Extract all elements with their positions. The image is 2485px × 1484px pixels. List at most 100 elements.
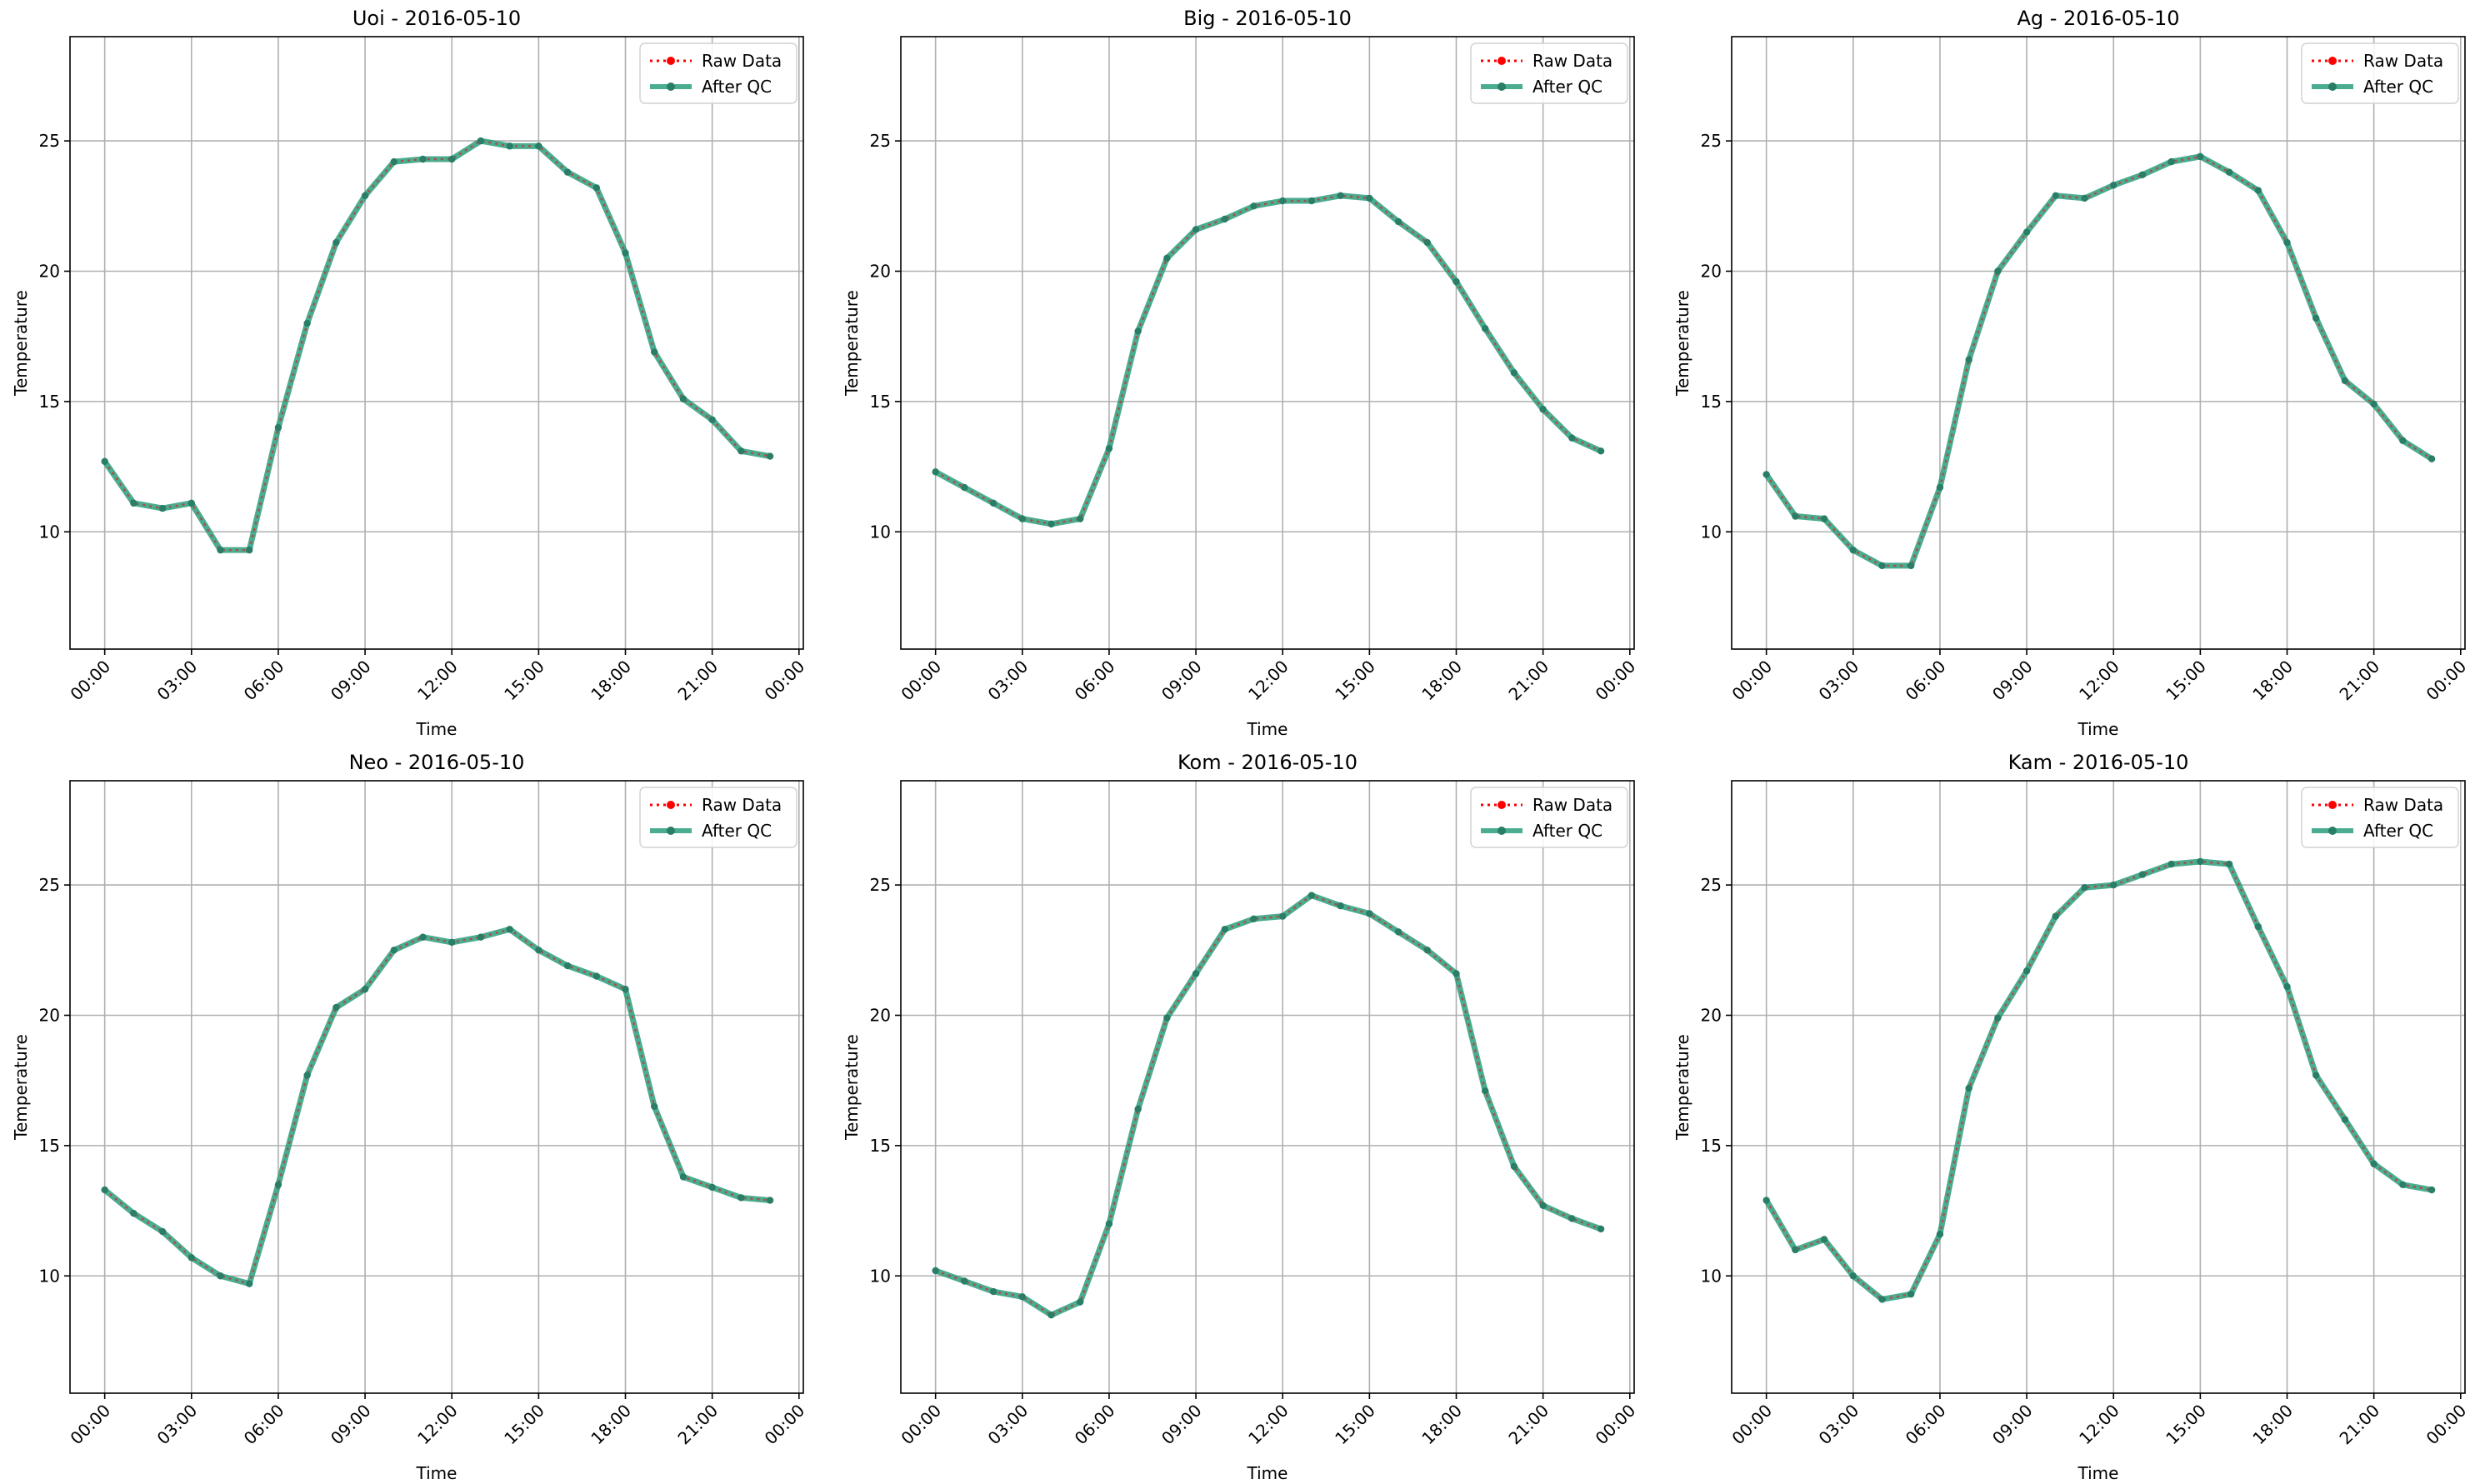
x-tick-label: 21:00 [1504,1401,1552,1449]
series-line-after-qc [1763,858,2435,1302]
x-tick-label: 03:00 [984,1401,1032,1449]
y-tick-label: 15 [870,1136,891,1156]
x-tick-label: 00:00 [1592,657,1640,705]
data-point [1510,369,1518,377]
data-point [766,452,774,460]
data-point [1134,1105,1142,1113]
data-point [419,933,427,941]
data-point [535,947,542,954]
axes-frame [900,36,1635,650]
chart-title: Kam - 2016-05-10 [2008,751,2189,774]
data-point [563,168,572,176]
x-tick-label: 00:00 [897,657,945,705]
x-tick-label: 06:00 [1071,1401,1119,1449]
y-tick-label: 10 [39,1266,60,1286]
x-tick-label: 00:00 [1592,1401,1640,1449]
y-tick-label: 10 [1701,1266,1722,1286]
data-point [448,155,456,163]
y-tick-label: 25 [1701,875,1722,895]
data-point [1394,928,1402,936]
data-point [2283,238,2291,247]
series-line-after-qc [102,926,773,1287]
x-axis-label: Time [1247,719,1288,739]
legend-raw-marker [2328,57,2337,65]
data-point [1762,1197,1770,1204]
legend: Raw Data After QC [639,787,798,848]
y-tick-label: 10 [870,1266,891,1286]
data-point [1308,892,1316,899]
y-tick-label: 20 [1701,1005,1722,1025]
axes-frame [69,780,804,1394]
data-point [1994,1014,2002,1022]
x-tick-label: 15:00 [2162,657,2210,705]
data-point [1105,1220,1113,1227]
data-point [1048,1311,1055,1319]
x-axis-label: Time [2078,1463,2119,1483]
data-point [1994,267,2002,275]
data-point [506,142,513,150]
data-point [651,1102,658,1111]
x-axis-label: Time [416,719,458,739]
data-point [158,504,167,512]
data-point [2254,922,2262,931]
data-point [188,499,195,507]
x-tick-label: 06:00 [240,657,288,705]
y-tick-label: 10 [1701,522,1722,542]
data-point [1279,197,1287,205]
data-point [1510,1162,1518,1171]
data-point [961,1277,968,1285]
data-point [2428,455,2436,462]
data-point [2341,377,2349,385]
series-line-after-qc [932,192,1604,527]
data-point [2022,228,2031,236]
data-point [1048,520,1055,528]
data-point [2197,857,2204,866]
x-tick-label: 03:00 [153,657,202,705]
legend-label-raw-data: Raw Data [2363,795,2443,815]
legend: Raw Data After QC [639,42,798,104]
data-point [1366,910,1373,917]
data-point [622,986,629,993]
data-point [2312,314,2320,322]
data-point [361,192,369,199]
data-point [592,184,600,192]
legend-raw-marker [1498,801,1506,809]
y-tick-label: 20 [1701,261,1722,281]
y-axis-label: Temperature [842,290,862,397]
data-point [1221,926,1228,933]
chart-panel-4: 10 15 20 25 00:00 03:00 06:00 09:00 12:00 15:00 18… [842,751,1639,1483]
x-tick-label: 12:00 [2075,657,2123,705]
data-point [1568,434,1576,442]
legend-label-raw-data: Raw Data [702,51,782,71]
data-point [2399,437,2407,444]
legend-raw-marker [667,801,675,809]
y-tick-label: 25 [1701,131,1722,151]
chart-title: Neo - 2016-05-10 [349,751,525,774]
series-line-raw-data [103,927,771,1286]
x-tick-label: 12:00 [2075,1401,2123,1449]
data-point [1452,970,1460,977]
data-point [679,395,688,402]
x-tick-label: 18:00 [2248,657,2297,705]
legend-label-raw-data: Raw Data [2363,51,2443,71]
y-tick-label: 25 [870,131,891,151]
x-tick-label: 21:00 [1504,657,1552,705]
legend-label-after-qc: After QC [702,77,772,97]
y-axis-label: Temperature [842,1034,862,1141]
legend-label-after-qc: After QC [1532,821,1602,841]
legend-qc-marker [2328,827,2337,835]
series-line-raw-data [1765,860,2432,1301]
x-tick-label: 15:00 [500,1401,548,1449]
data-point [390,157,398,166]
x-tick-label: 21:00 [2335,1401,2383,1449]
data-point [1539,406,1547,413]
data-point [1337,192,1344,199]
x-tick-label: 21:00 [2335,657,2383,705]
y-tick-label: 20 [39,261,60,281]
data-point [2022,967,2031,975]
data-point [738,447,745,455]
data-point [2110,881,2118,889]
data-point [1965,356,1972,364]
data-point [332,238,340,247]
